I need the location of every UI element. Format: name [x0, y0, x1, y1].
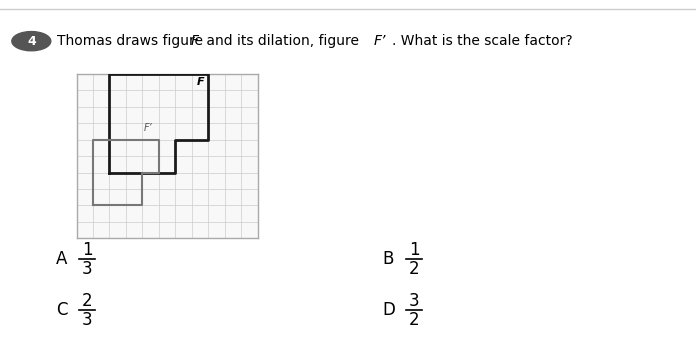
- Text: F: F: [197, 77, 205, 87]
- Circle shape: [12, 32, 51, 51]
- Text: A: A: [56, 250, 67, 268]
- Text: 2: 2: [409, 311, 420, 329]
- Text: F: F: [191, 34, 198, 48]
- Text: 1: 1: [409, 241, 420, 259]
- Text: . What is the scale factor?: . What is the scale factor?: [392, 34, 573, 48]
- Text: 2: 2: [81, 292, 93, 310]
- Text: 3: 3: [81, 311, 93, 329]
- Text: C: C: [56, 301, 68, 319]
- Text: 2: 2: [409, 260, 420, 277]
- Text: Thomas draws figure: Thomas draws figure: [57, 34, 207, 48]
- Text: 3: 3: [81, 260, 93, 277]
- Text: 4: 4: [27, 35, 35, 48]
- Text: 1: 1: [81, 241, 93, 259]
- Text: B: B: [383, 250, 394, 268]
- Text: and its dilation, figure: and its dilation, figure: [202, 34, 363, 48]
- Text: 3: 3: [409, 292, 420, 310]
- Text: F’: F’: [144, 123, 152, 133]
- Text: D: D: [383, 301, 395, 319]
- Text: F’: F’: [374, 34, 386, 48]
